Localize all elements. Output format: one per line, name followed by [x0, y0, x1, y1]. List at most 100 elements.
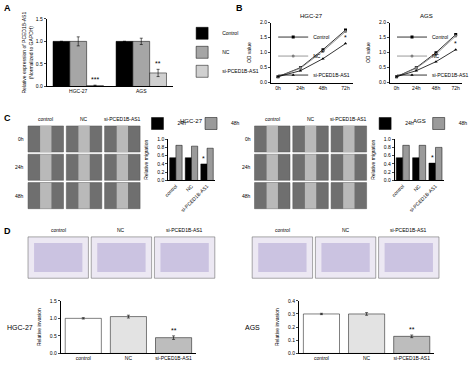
svg-text:control: control — [275, 227, 290, 233]
svg-text:0.4: 0.4 — [288, 298, 295, 304]
svg-text:si-PCED1B-AS1: si-PCED1B-AS1 — [222, 68, 259, 74]
svg-text:24h: 24h — [15, 164, 24, 170]
svg-text:0.2: 0.2 — [157, 169, 164, 175]
svg-text:B: B — [236, 3, 243, 13]
svg-text:OD value: OD value — [365, 42, 371, 63]
svg-text:0.5: 0.5 — [260, 64, 267, 70]
svg-text:24h: 24h — [405, 120, 414, 126]
svg-text:48h: 48h — [15, 193, 24, 199]
svg-text:si-PCED1B-AS1: si-PCED1B-AS1 — [155, 355, 192, 361]
svg-text:si-PCED1B-AS1: si-PCED1B-AS1 — [390, 227, 427, 233]
svg-text:2.0: 2.0 — [379, 19, 386, 25]
svg-text:control: control — [265, 116, 280, 122]
svg-text:0.0: 0.0 — [50, 350, 57, 356]
svg-text:si-PCED1B-AS1: si-PCED1B-AS1 — [432, 72, 469, 78]
svg-text:control: control — [164, 183, 179, 198]
svg-text:control: control — [314, 355, 329, 361]
svg-text:1.0: 1.0 — [50, 315, 57, 321]
svg-text:D: D — [4, 226, 11, 236]
svg-text:NC: NC — [185, 183, 195, 193]
svg-text:0.0: 0.0 — [288, 350, 295, 356]
svg-text:**: ** — [155, 60, 161, 67]
svg-text:1.0: 1.0 — [260, 49, 267, 55]
svg-text:control: control — [390, 183, 405, 198]
svg-text:0.5: 0.5 — [36, 61, 43, 67]
svg-text:72h: 72h — [341, 85, 350, 91]
svg-text:*: * — [344, 34, 347, 41]
svg-text:A: A — [4, 3, 11, 13]
svg-text:C: C — [4, 113, 11, 123]
svg-text:48h: 48h — [459, 120, 468, 126]
svg-text:**: ** — [409, 326, 415, 333]
svg-text:1.0: 1.0 — [157, 136, 164, 142]
svg-text:*: * — [202, 155, 205, 162]
svg-text:1.5: 1.5 — [260, 34, 267, 40]
svg-text:0.2: 0.2 — [288, 324, 295, 330]
svg-text:Relative invasion: Relative invasion — [36, 308, 42, 346]
svg-text:NC: NC — [363, 355, 371, 361]
svg-text:1.5: 1.5 — [379, 34, 386, 40]
svg-text:AGS: AGS — [136, 88, 147, 94]
svg-text:0.0: 0.0 — [384, 177, 391, 183]
svg-text:si-PCED1B-AS1: si-PCED1B-AS1 — [166, 227, 203, 233]
svg-text:si-PCED1B-AS1: si-PCED1B-AS1 — [180, 183, 210, 213]
svg-text:si-PCED1B-AS1: si-PCED1B-AS1 — [104, 116, 141, 122]
svg-text:NC: NC — [342, 227, 350, 233]
svg-text:NC: NC — [412, 183, 422, 193]
svg-text:HGC-27: HGC-27 — [180, 118, 203, 124]
svg-text:0h: 0h — [275, 85, 281, 91]
svg-text:0.6: 0.6 — [384, 152, 391, 158]
svg-text:control: control — [51, 227, 66, 233]
svg-text:0.1: 0.1 — [288, 337, 295, 343]
svg-text:0.4: 0.4 — [157, 161, 164, 167]
svg-text:0.5: 0.5 — [50, 333, 57, 339]
svg-text:0.8: 0.8 — [384, 144, 391, 150]
svg-text:24h: 24h — [412, 85, 421, 91]
svg-text:48h: 48h — [242, 193, 251, 199]
svg-text:Relative migration: Relative migration — [370, 140, 376, 180]
svg-text:*: * — [431, 154, 434, 161]
svg-text:Control: Control — [313, 34, 329, 40]
svg-text:NC: NC — [125, 355, 133, 361]
svg-text:48h: 48h — [319, 85, 328, 91]
svg-text:24h: 24h — [242, 164, 251, 170]
svg-text:1.0: 1.0 — [384, 136, 391, 142]
svg-text:*: * — [434, 52, 437, 59]
svg-text:NC: NC — [222, 49, 230, 55]
svg-text:*: * — [321, 49, 324, 56]
svg-text:HGC-27: HGC-27 — [69, 88, 88, 94]
svg-text:1.0: 1.0 — [379, 49, 386, 55]
svg-text:0.0: 0.0 — [36, 83, 43, 89]
svg-text:NC: NC — [313, 53, 321, 59]
svg-text:24h: 24h — [296, 85, 305, 91]
svg-text:Relative migration: Relative migration — [143, 140, 149, 180]
svg-text:0.0: 0.0 — [379, 79, 386, 85]
svg-text:HGC-27: HGC-27 — [300, 13, 323, 19]
svg-text:AGS: AGS — [413, 118, 426, 124]
svg-text:24h: 24h — [177, 120, 186, 126]
svg-text:HGC-27: HGC-27 — [7, 324, 33, 331]
svg-text:NC: NC — [117, 227, 125, 233]
svg-text:1.0: 1.0 — [36, 38, 43, 44]
svg-text:control: control — [76, 355, 91, 361]
svg-text:0h: 0h — [394, 85, 400, 91]
svg-text:0.4: 0.4 — [384, 161, 391, 167]
svg-text:Control: Control — [222, 30, 238, 36]
svg-text:NC: NC — [80, 116, 88, 122]
svg-text:0.3: 0.3 — [288, 311, 295, 317]
svg-text:control: control — [38, 116, 53, 122]
svg-text:NC: NC — [307, 116, 315, 122]
svg-text:**: ** — [171, 327, 177, 334]
svg-text:0.8: 0.8 — [157, 144, 164, 150]
svg-text:Relative invasion: Relative invasion — [274, 308, 280, 346]
svg-text:si-PCED1B-AS1: si-PCED1B-AS1 — [330, 116, 367, 122]
svg-text:0.2: 0.2 — [384, 169, 391, 175]
svg-text:0.5: 0.5 — [379, 64, 386, 70]
svg-text:AGS: AGS — [420, 13, 433, 19]
svg-text:0.6: 0.6 — [157, 152, 164, 158]
svg-text:0.0: 0.0 — [260, 79, 267, 85]
svg-text:48h: 48h — [432, 85, 441, 91]
svg-text:2.0: 2.0 — [260, 19, 267, 25]
svg-text:si-PCED1B-AS1: si-PCED1B-AS1 — [313, 72, 350, 78]
svg-text:0h: 0h — [245, 136, 251, 142]
